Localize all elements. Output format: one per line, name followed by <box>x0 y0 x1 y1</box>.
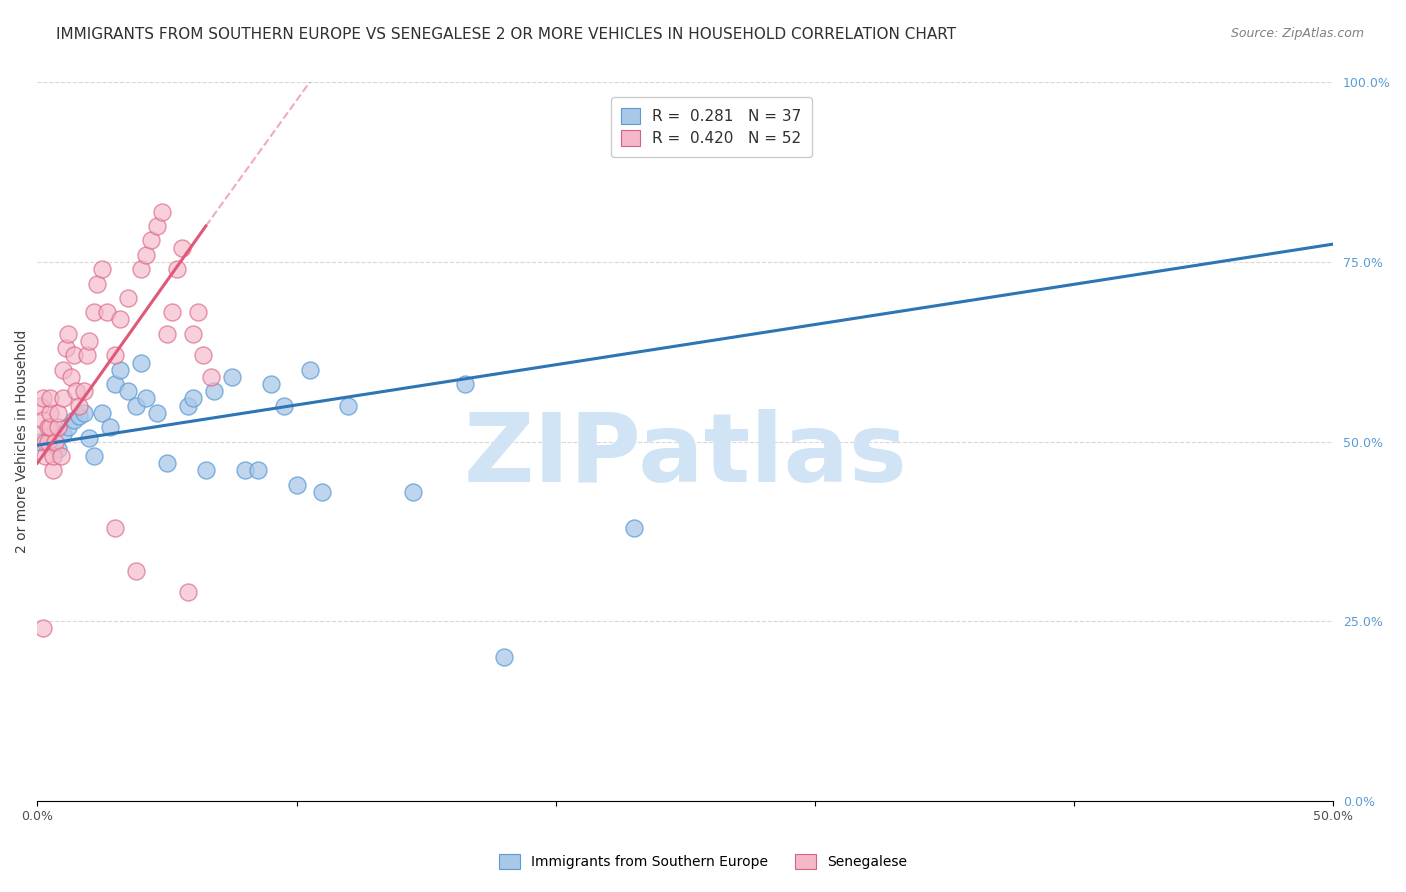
Point <box>60 370 83 384</box>
Point <box>46 406 69 420</box>
Point <box>76 348 98 362</box>
Point <box>42 449 65 463</box>
Point <box>202 384 225 399</box>
Point <box>31 392 53 406</box>
Point <box>73 384 96 399</box>
Point <box>62 413 84 427</box>
Point <box>98 420 121 434</box>
Point <box>145 219 167 233</box>
Point <box>156 456 179 470</box>
Point <box>160 305 183 319</box>
Point <box>55 341 77 355</box>
Point <box>46 442 69 456</box>
Point <box>145 406 167 420</box>
Point <box>86 277 108 291</box>
Point <box>194 463 217 477</box>
Point <box>623 521 645 535</box>
Point <box>156 326 179 341</box>
Point <box>31 621 53 635</box>
Point <box>31 413 53 427</box>
Point <box>28 434 51 449</box>
Legend: R =  0.281   N = 37, R =  0.420   N = 52: R = 0.281 N = 37, R = 0.420 N = 52 <box>610 97 811 157</box>
Point <box>129 262 152 277</box>
Text: ZIPatlas: ZIPatlas <box>464 409 907 502</box>
Text: Source: ZipAtlas.com: Source: ZipAtlas.com <box>1230 27 1364 40</box>
Point <box>73 406 96 420</box>
Point <box>67 399 90 413</box>
Point <box>135 248 157 262</box>
Point <box>104 348 127 362</box>
Legend: Immigrants from Southern Europe, Senegalese: Immigrants from Southern Europe, Senegal… <box>492 847 914 876</box>
Point <box>39 420 62 434</box>
Point <box>176 585 198 599</box>
Point <box>39 406 62 420</box>
Point <box>125 564 148 578</box>
Point <box>454 377 477 392</box>
Point <box>77 334 100 348</box>
Point <box>49 449 72 463</box>
Point <box>104 521 127 535</box>
Point <box>166 262 188 277</box>
Point <box>246 463 269 477</box>
Point <box>65 384 87 399</box>
Text: IMMIGRANTS FROM SOUTHERN EUROPE VS SENEGALESE 2 OR MORE VEHICLES IN HOUSEHOLD CO: IMMIGRANTS FROM SOUTHERN EUROPE VS SENEG… <box>56 27 956 42</box>
Point <box>37 434 59 449</box>
Point <box>52 427 75 442</box>
Point <box>176 399 198 413</box>
Point <box>46 420 69 434</box>
Point <box>135 392 157 406</box>
Point <box>181 392 204 406</box>
Point <box>83 449 105 463</box>
Point <box>790 104 813 119</box>
Point <box>141 234 163 248</box>
Point <box>39 392 62 406</box>
Point <box>42 463 65 477</box>
Point <box>44 434 66 449</box>
Point <box>117 291 139 305</box>
Point <box>52 363 75 377</box>
Point <box>200 370 222 384</box>
Point <box>58 420 80 434</box>
Point <box>91 262 114 277</box>
Point <box>83 305 105 319</box>
Point <box>311 484 333 499</box>
Point <box>96 305 118 319</box>
Point <box>110 312 132 326</box>
Point <box>28 427 51 442</box>
Point <box>172 241 194 255</box>
Point <box>259 377 281 392</box>
Point <box>285 477 308 491</box>
Y-axis label: 2 or more Vehicles in Household: 2 or more Vehicles in Household <box>15 330 30 553</box>
Point <box>492 650 515 665</box>
Point <box>34 434 56 449</box>
Point <box>181 326 204 341</box>
Point <box>62 348 84 362</box>
Point <box>150 204 173 219</box>
Point <box>104 377 127 392</box>
Point <box>125 399 148 413</box>
Point <box>273 399 295 413</box>
Point <box>34 449 56 463</box>
Point <box>337 399 360 413</box>
Point <box>58 326 80 341</box>
Point <box>77 431 100 445</box>
Point <box>129 355 152 369</box>
Point <box>91 406 114 420</box>
Point <box>402 484 425 499</box>
Point <box>67 409 90 424</box>
Point <box>221 370 243 384</box>
Point <box>52 392 75 406</box>
Point <box>28 399 51 413</box>
Point <box>110 363 132 377</box>
Point <box>298 363 321 377</box>
Point <box>187 305 209 319</box>
Point <box>37 420 59 434</box>
Point <box>117 384 139 399</box>
Point <box>193 348 215 362</box>
Point <box>233 463 256 477</box>
